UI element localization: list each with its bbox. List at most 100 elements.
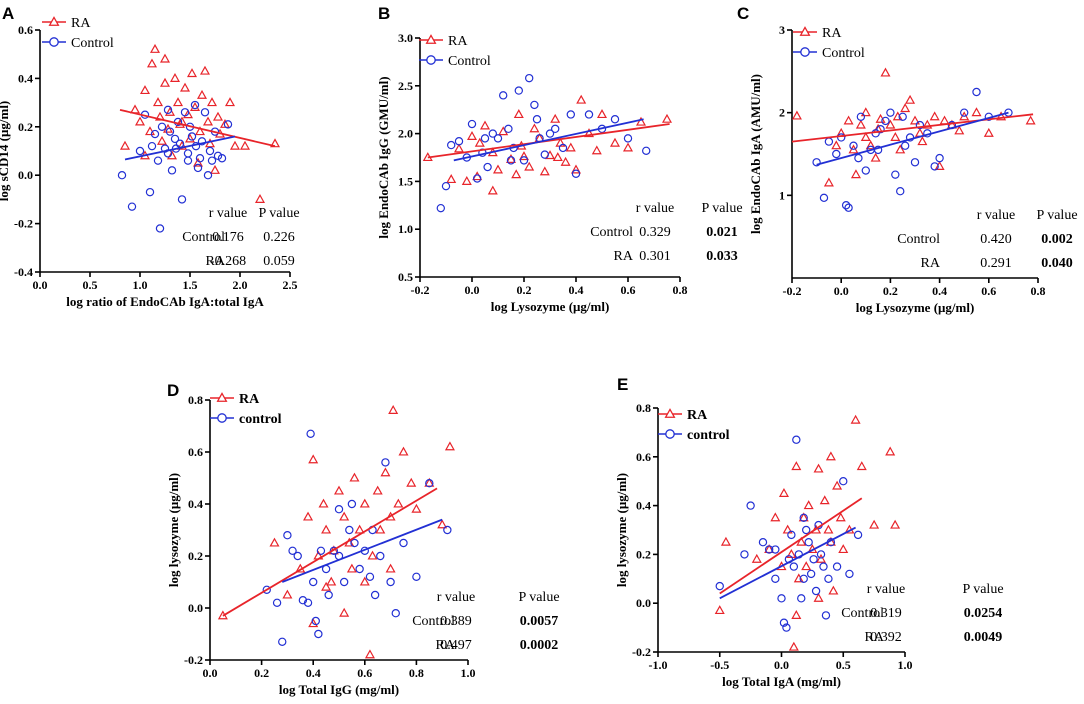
control-point <box>799 574 808 584</box>
ra-point <box>411 503 422 513</box>
control-point <box>506 156 516 165</box>
ra-point <box>159 53 171 63</box>
control-point <box>298 596 308 605</box>
ra-point <box>346 563 357 573</box>
control-point <box>480 134 490 143</box>
x-tick-label: 0.4 <box>306 666 321 680</box>
ra-point <box>209 164 221 174</box>
control-point <box>853 530 863 540</box>
stats-row-name: Control <box>897 232 940 247</box>
ra-point <box>583 128 595 138</box>
ra-point <box>524 161 535 171</box>
control-point <box>365 572 375 582</box>
x-tick-label: 0.6 <box>981 284 996 298</box>
y-tick-label: 0.8 <box>188 393 203 407</box>
control-point <box>871 129 880 138</box>
stats-row-p: 0.0002 <box>520 638 559 653</box>
y-tick-label: 0.5 <box>398 270 413 284</box>
ra-point <box>144 126 156 136</box>
stats-header-p: P value <box>518 590 559 605</box>
legend-control-marker <box>800 47 810 57</box>
ra-point <box>406 477 417 487</box>
ra-point <box>437 519 448 529</box>
ra-point <box>199 65 211 75</box>
panel-d: D 0.0 0.2 0.4 0.6 0.8 1.0-0.20.00.20.40.60.8l… <box>166 381 560 697</box>
ra-point <box>398 446 409 456</box>
ra-point <box>865 140 876 150</box>
ra-point <box>518 151 530 161</box>
ra-point <box>793 573 804 583</box>
control-point <box>436 203 445 213</box>
ra-point <box>792 110 802 120</box>
ra-point <box>321 524 332 534</box>
ra-point <box>224 97 236 107</box>
y-tick-label: 0.6 <box>18 23 33 37</box>
control-point <box>519 156 529 165</box>
control-point <box>898 112 907 122</box>
stats-row-r: 0.176 <box>212 230 244 245</box>
control-point <box>157 122 167 132</box>
ra-point <box>934 160 945 170</box>
y-tick-label: 2 <box>779 106 785 120</box>
ra-point <box>192 157 204 167</box>
y-axis-title: log EndoCAb IgG (GMU/ml) <box>376 76 391 238</box>
legend-ra-marker <box>216 392 228 402</box>
ra-point <box>1025 115 1036 125</box>
ra-point <box>895 144 906 154</box>
stats-header-p: P value <box>962 582 1003 597</box>
ra-point <box>850 414 861 424</box>
control-point <box>935 153 944 163</box>
control-point <box>127 202 137 211</box>
y-tick-label: 0.4 <box>636 499 651 513</box>
ra-point <box>184 133 196 143</box>
control-point <box>532 115 542 124</box>
ra-point <box>204 138 216 148</box>
control-point <box>837 133 846 142</box>
ra-point <box>856 461 867 471</box>
ra-point <box>539 166 550 176</box>
control-point <box>715 581 724 591</box>
x-tick-label: -0.2 <box>411 283 430 297</box>
panel-label-a: A <box>2 4 14 23</box>
control-point <box>454 137 464 146</box>
stats-header-r: r value <box>867 582 905 597</box>
control-point <box>467 119 477 129</box>
panel-label-e: E <box>617 375 628 394</box>
ra-point <box>860 132 871 142</box>
y-tick-label: 0.6 <box>188 445 203 459</box>
ra-point <box>596 109 608 119</box>
x-tick-label: 0.0 <box>834 284 849 298</box>
ra-point <box>254 193 266 203</box>
y-tick-label: 3.0 <box>398 31 413 45</box>
ra-point <box>359 498 370 508</box>
ra-point <box>870 152 881 162</box>
control-point <box>915 120 925 130</box>
ra-point <box>843 115 854 125</box>
ra-point <box>176 140 188 150</box>
control-point <box>571 169 581 178</box>
x-tick-label: 0.4 <box>569 283 584 297</box>
control-point <box>812 158 821 167</box>
ra-point <box>816 553 827 563</box>
legend-label: RA <box>822 26 842 41</box>
control-point <box>217 154 227 163</box>
control-point <box>447 140 456 150</box>
ra-point <box>189 102 201 111</box>
ra-point <box>890 132 901 142</box>
ra-point <box>813 592 824 602</box>
x-tick-label: 0.0 <box>33 278 48 292</box>
ra-point <box>333 485 345 495</box>
ra-point <box>505 153 517 163</box>
stats-header-p: P value <box>1036 208 1077 223</box>
x-tick-label: 0.8 <box>1031 284 1046 298</box>
stats-row-name: Control <box>182 230 225 245</box>
y-tick-label: -0.4 <box>14 265 33 279</box>
ra-point <box>552 152 563 162</box>
x-tick-label: 0.5 <box>83 278 98 292</box>
control-point <box>262 585 271 595</box>
ra-point <box>971 107 982 117</box>
control-point <box>329 546 339 556</box>
ra-point <box>796 536 807 546</box>
stats-row-p: 0.0254 <box>964 606 1003 621</box>
stats-row-r: 0.392 <box>870 630 902 645</box>
